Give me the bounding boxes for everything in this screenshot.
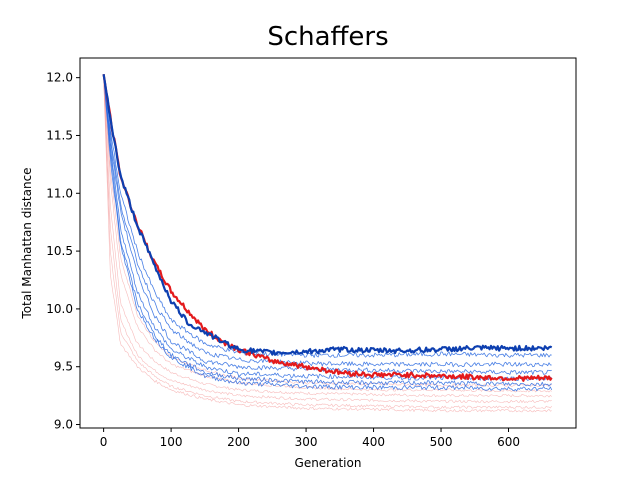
series-line-bold-blue-0 — [102, 74, 553, 356]
x-tick-label: 600 — [497, 435, 520, 449]
y-tick-label: 10.0 — [46, 302, 73, 316]
series-line-thin-blue-7 — [103, 75, 553, 392]
y-tick-label: 11.0 — [46, 186, 73, 200]
series-line-thin-red-10 — [103, 77, 552, 409]
series-line-thin-blue-2 — [103, 75, 552, 358]
y-tick-label: 10.5 — [46, 244, 73, 258]
series-line-thin-blue-3 — [103, 75, 552, 375]
y-tick-label: 9.0 — [54, 418, 73, 432]
x-tick-label: 300 — [295, 435, 318, 449]
series-line-thin-blue-6 — [103, 75, 552, 368]
chart-title: Schaffers — [267, 22, 389, 52]
y-axis-label: Total Manhattan distance — [20, 167, 34, 319]
y-tick-label: 9.5 — [54, 360, 73, 374]
plot-frame — [79, 57, 577, 429]
series-line-thin-blue-4 — [103, 75, 552, 382]
x-axis-label: Generation — [295, 456, 362, 470]
ticks-layer: 0 100 200 300 400 500 600 9.0 9.5 10.0 10.5 11.0 11.… — [46, 71, 520, 449]
series-line-thin-red-12 — [103, 77, 552, 413]
series-line-bold-red-1 — [102, 74, 553, 382]
x-tick-label: 100 — [160, 435, 183, 449]
series-line-thin-red-13 — [103, 77, 552, 387]
series-line-thin-blue-5 — [103, 75, 552, 387]
x-tick-label: 400 — [362, 435, 385, 449]
x-tick-label: 500 — [430, 435, 453, 449]
series-line-thin-red-11 — [103, 77, 552, 393]
x-tick-label: 0 — [100, 435, 108, 449]
x-tick-label: 200 — [227, 435, 250, 449]
series-line-thin-red-9 — [103, 77, 552, 404]
series-line-thin-red-8 — [103, 77, 552, 398]
y-tick-label: 12.0 — [46, 71, 73, 85]
y-tick-label: 11.5 — [46, 128, 73, 142]
series-layer — [102, 74, 553, 413]
